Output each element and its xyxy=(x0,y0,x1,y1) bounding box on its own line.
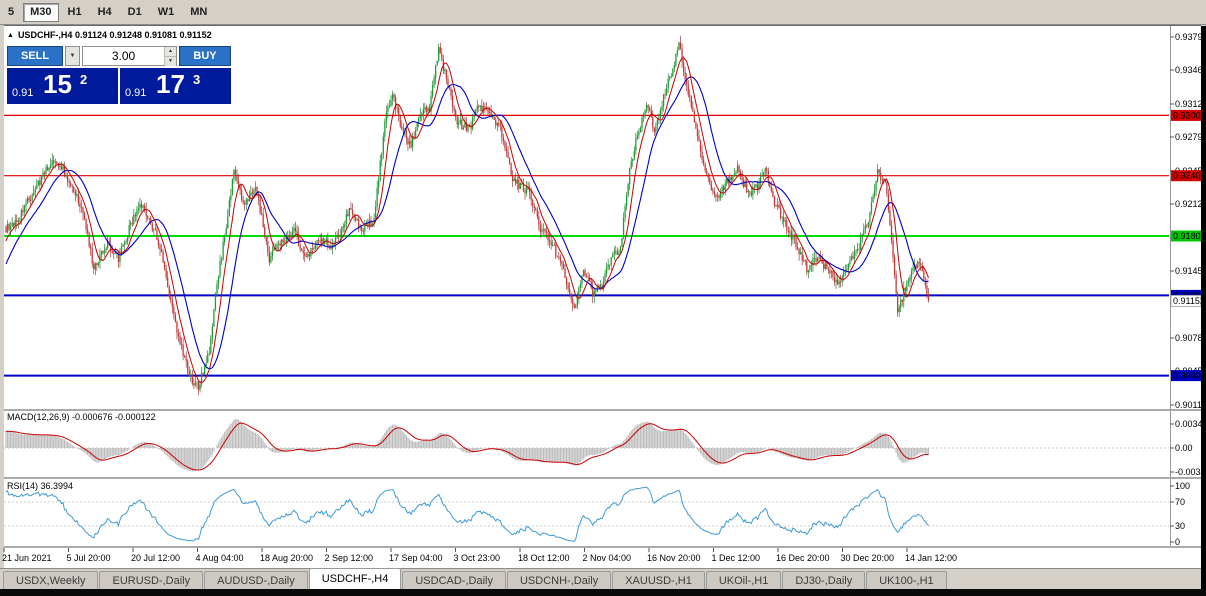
chart-tab-xauusd-h1[interactable]: XAUUSD-,H1 xyxy=(612,571,705,589)
level-price-labels: 0.930060.924030.918000.912060.904040.911… xyxy=(1170,109,1206,382)
timeframe-button-5[interactable]: 5 xyxy=(8,6,15,18)
price-tick-label: 0.93460 xyxy=(1175,65,1206,75)
timeframe-button-h1[interactable]: H1 xyxy=(67,6,82,18)
macd-tick-label: 0.00345 xyxy=(1175,419,1206,429)
time-tick-label: 1 Dec 12:00 xyxy=(712,553,761,563)
trade-panel-prices: 0.91 15 2 0.91 17 3 xyxy=(7,68,231,104)
time-tick-label: 16 Dec 20:00 xyxy=(776,553,830,563)
level-price-label: 0.92403 xyxy=(1173,171,1206,181)
level-price-label: 0.90404 xyxy=(1173,371,1206,381)
chart-ohlc-text: USDCHF-,H4 0.91124 0.91248 0.91081 0.911… xyxy=(17,30,212,40)
time-tick-label: 18 Aug 20:00 xyxy=(260,553,313,563)
volume-dropdown-button[interactable]: ▼ xyxy=(65,46,80,66)
timeframe-button-d1[interactable]: D1 xyxy=(127,6,142,18)
sell-button[interactable]: SELL xyxy=(7,46,63,66)
window-border-bottom xyxy=(0,589,1206,596)
buy-price-point: 3 xyxy=(193,72,201,87)
one-click-trading-panel: SELL ▼ ▲ ▼ BUY 0.91 15 2 0.91 17 3 xyxy=(7,46,231,104)
rsi-title: RSI(14) 36.3994 xyxy=(7,481,73,491)
sell-price-pips: 15 xyxy=(43,69,72,99)
rsi-indicator xyxy=(4,486,1169,542)
rsi-tick-label: 0 xyxy=(1175,537,1180,547)
time-tick-label: 21 Jun 2021 xyxy=(2,553,52,563)
time-tick-label: 2 Nov 04:00 xyxy=(583,553,632,563)
price-tick-label: 0.90110 xyxy=(1175,400,1206,410)
macd-axis[interactable]: 0.00345 0.00 -0.00345 xyxy=(1170,419,1206,477)
buy-price-display[interactable]: 0.91 17 3 xyxy=(120,68,231,104)
chart-tabs: USDX,Weekly EURUSD-,Daily AUDUSD-,Daily USD… xyxy=(0,568,1201,589)
time-tick-label: 20 Jul 12:00 xyxy=(131,553,180,563)
macd-tick-label: -0.00345 xyxy=(1175,467,1206,477)
buy-price-prefix: 0.91 xyxy=(125,87,147,99)
level-price-label: 0.91800 xyxy=(1173,231,1206,241)
chart-tab-usdcnh-daily[interactable]: USDCNH-,Daily xyxy=(506,571,612,589)
timeframe-button-h4[interactable]: H4 xyxy=(97,6,112,18)
timeframe-button-w1[interactable]: W1 xyxy=(157,6,175,18)
time-axis[interactable]: 21 Jun 2021 5 Jul 20:00 20 Jul 12:00 4 Aug … xyxy=(2,548,957,563)
price-tick-label: 0.91450 xyxy=(1175,266,1206,276)
chart-tab-usdcad-daily[interactable]: USDCAD-,Daily xyxy=(402,571,506,589)
candles-layer xyxy=(5,35,930,396)
price-tick-label: 0.92120 xyxy=(1175,199,1206,209)
volume-decrease-button[interactable]: ▼ xyxy=(165,57,176,66)
sell-price-prefix: 0.91 xyxy=(12,87,34,99)
chart-background[interactable] xyxy=(4,26,1201,568)
time-tick-label: 14 Jan 12:00 xyxy=(905,553,957,563)
chart-tab-usdchf-h4[interactable]: USDCHF-,H4 xyxy=(308,568,402,589)
price-tick-label: 0.90780 xyxy=(1175,333,1206,343)
time-tick-label: 18 Oct 12:00 xyxy=(518,553,570,563)
level-price-label: 0.93006 xyxy=(1173,110,1206,120)
timeframe-toolbar: 5 M30 H1 H4 D1 W1 MN xyxy=(0,0,1206,25)
chevron-down-icon: ▼ xyxy=(69,53,76,59)
chart-window-icon: ▲ xyxy=(7,31,14,39)
volume-stepper: ▲ ▼ xyxy=(164,47,176,66)
chart-tab-ukoil-h1[interactable]: UKOil-,H1 xyxy=(705,571,782,589)
macd-signal-line xyxy=(5,422,929,471)
current-price-label: 0.91152 xyxy=(1173,296,1205,306)
volume-input[interactable] xyxy=(83,47,164,65)
volume-increase-button[interactable]: ▲ xyxy=(165,47,176,57)
timeframe-button-m30[interactable]: M30 xyxy=(23,2,59,22)
time-tick-label: 5 Jul 20:00 xyxy=(67,553,111,563)
buy-button[interactable]: BUY xyxy=(179,46,231,66)
window-border-right xyxy=(1201,26,1206,596)
sell-price-display[interactable]: 0.91 15 2 xyxy=(7,68,118,104)
time-tick-label: 3 Oct 23:00 xyxy=(454,553,501,563)
ma-fast-line xyxy=(5,57,929,383)
price-tick-label: 0.93790 xyxy=(1175,32,1206,42)
rsi-axis[interactable]: 100 70 30 0 xyxy=(1170,481,1190,547)
chart-tab-audusd-daily[interactable]: AUDUSD-,Daily xyxy=(204,571,308,589)
moving-averages xyxy=(5,57,929,383)
rsi-line xyxy=(5,486,929,542)
time-tick-label: 16 Nov 20:00 xyxy=(647,553,701,563)
price-tick-label: 0.92790 xyxy=(1175,132,1206,142)
chart-tab-usdx-weekly[interactable]: USDX,Weekly xyxy=(3,571,99,589)
volume-field: ▲ ▼ xyxy=(82,46,177,66)
price-tick-label: 0.93120 xyxy=(1175,99,1206,109)
time-tick-label: 17 Sep 04:00 xyxy=(389,553,443,563)
macd-title: MACD(12,26,9) -0.000676 -0.000122 xyxy=(7,412,156,422)
macd-tick-label: 0.00 xyxy=(1175,443,1193,453)
horizontal-level-lines[interactable] xyxy=(4,114,1170,377)
sell-price-point: 2 xyxy=(80,72,88,87)
macd-indicator xyxy=(4,419,1169,472)
rsi-tick-label: 30 xyxy=(1175,521,1185,531)
buy-price-pips: 17 xyxy=(156,69,185,99)
timeframe-button-mn[interactable]: MN xyxy=(190,6,208,18)
time-tick-label: 2 Sep 12:00 xyxy=(325,553,374,563)
chart-tab-dj30-daily[interactable]: DJ30-,Daily xyxy=(782,571,866,589)
time-tick-label: 4 Aug 04:00 xyxy=(196,553,244,563)
rsi-tick-label: 100 xyxy=(1175,481,1190,491)
time-tick-label: 30 Dec 20:00 xyxy=(841,553,895,563)
rsi-tick-label: 70 xyxy=(1175,497,1185,507)
chart-tab-uk100-h1[interactable]: UK100-,H1 xyxy=(866,571,947,589)
chart-title: ▲ USDCHF-,H4 0.91124 0.91248 0.91081 0.9… xyxy=(7,30,212,40)
chart-tab-eurusd-daily[interactable]: EURUSD-,Daily xyxy=(99,571,204,589)
trade-panel-controls: SELL ▼ ▲ ▼ BUY xyxy=(7,46,231,66)
